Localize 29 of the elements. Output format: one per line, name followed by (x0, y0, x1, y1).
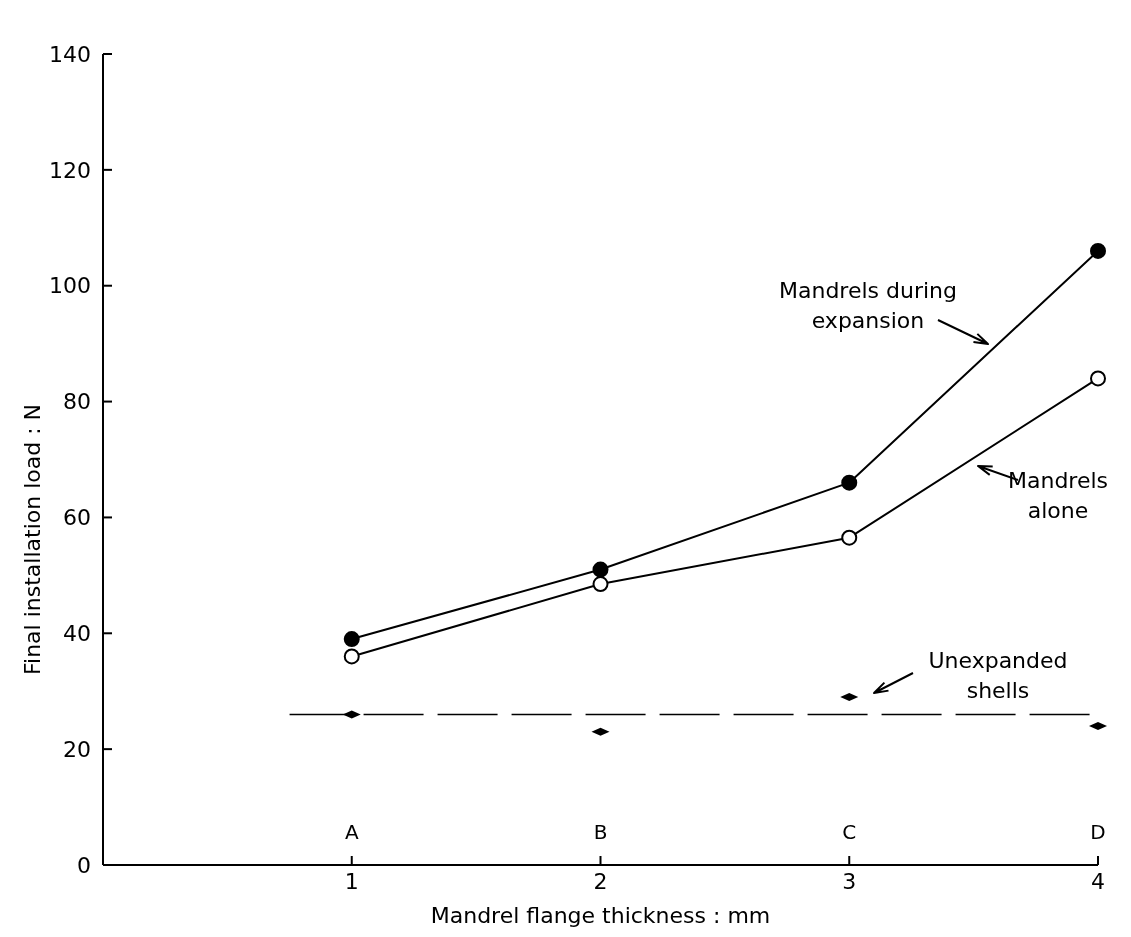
point (343, 648, 360, 665)
y-tick-label: 0 (77, 852, 91, 878)
x-tick-label: 1 (344, 869, 359, 894)
x-tick-label: 3 (842, 869, 857, 894)
annotation: D (1090, 820, 1106, 844)
y-axis-title: Final installation load : N (20, 403, 45, 676)
annotation: B (593, 820, 608, 844)
annotation: C (842, 820, 857, 844)
point (592, 561, 609, 578)
series-label: Mandrels during expansion (778, 278, 958, 333)
x-axis-title: Mandrel flange thickness : mm (430, 903, 771, 928)
point (841, 474, 858, 491)
point (841, 529, 858, 546)
legend-label: Mandrels alone (1007, 468, 1109, 523)
point (343, 631, 360, 648)
y-tick-label: 100 (49, 273, 91, 299)
y-tick-label: 60 (63, 505, 91, 531)
y-tick-label: 20 (63, 736, 91, 762)
x-tick-label: 2 (593, 869, 608, 894)
point (592, 576, 609, 593)
y-tick-label: 40 (63, 620, 91, 646)
y-tick-label: 120 (49, 157, 91, 183)
y-tick-label: 80 (63, 389, 91, 415)
point (1090, 370, 1106, 387)
annotation: A (344, 820, 359, 844)
y-tick-label: 140 (49, 41, 91, 67)
point (1090, 242, 1106, 259)
x-tick-label: 4 (1091, 869, 1105, 894)
legend-label: Unexpanded shells (928, 648, 1068, 703)
